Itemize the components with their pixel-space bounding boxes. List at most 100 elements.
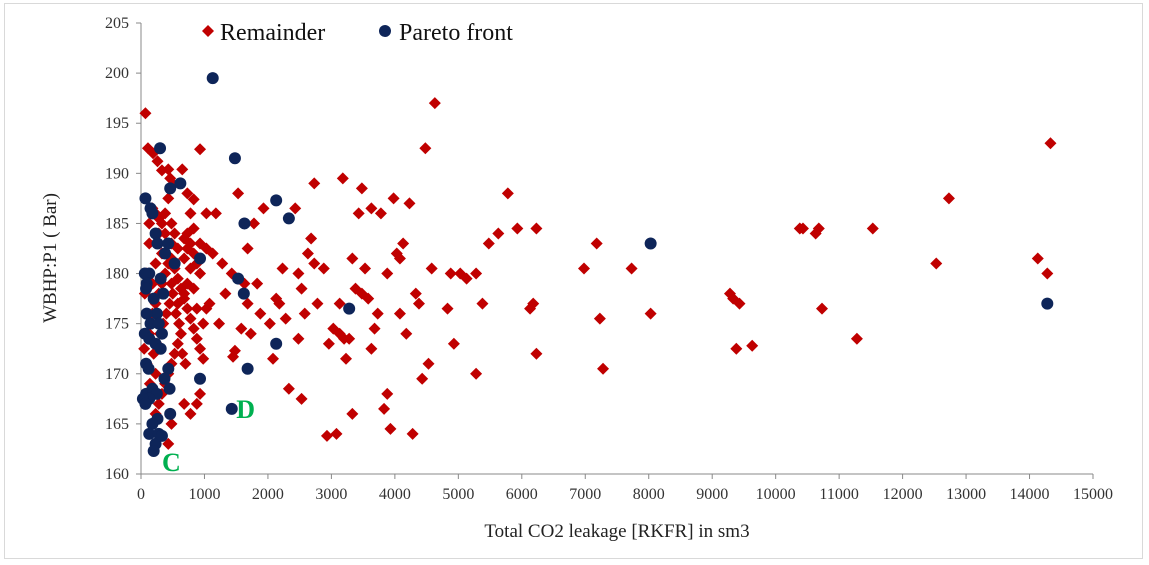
x-tick-label: 2000 (252, 486, 284, 503)
remainder-point (374, 207, 387, 220)
legend: Remainder Pareto front (202, 20, 513, 46)
x-tick-label: 10000 (756, 486, 796, 503)
pareto-point (140, 307, 153, 320)
remainder-point (746, 339, 759, 352)
pareto-point (1041, 297, 1054, 310)
pareto-point (149, 227, 162, 240)
remainder-point (152, 397, 165, 410)
remainder-point (320, 429, 333, 442)
remainder-point (282, 382, 295, 395)
remainder-point (381, 267, 394, 280)
remainder-point (381, 387, 394, 400)
pareto-point (158, 372, 171, 385)
remainder-point (930, 257, 943, 270)
remainder-point (368, 322, 381, 335)
y-tick-label: 180 (105, 266, 129, 283)
remainder-point (412, 297, 425, 310)
y-tick-label: 165 (105, 416, 129, 433)
remainder-point (359, 262, 372, 275)
remainder-point (235, 322, 248, 335)
remainder-point (355, 182, 368, 195)
remainder-point (378, 402, 391, 415)
pareto-point (174, 177, 187, 190)
remainder-point (159, 207, 172, 220)
x-tick-label: 6000 (506, 486, 538, 503)
pareto-point (146, 417, 159, 430)
pareto-point (147, 444, 160, 457)
legend-pareto-label: Pareto front (399, 20, 513, 46)
x-tick-label: 12000 (883, 486, 923, 503)
remainder-point (365, 202, 378, 215)
remainder-point (184, 407, 197, 420)
remainder-point (179, 357, 192, 370)
axes (136, 22, 1094, 479)
remainder-point (942, 192, 955, 205)
y-tick-labels: 160 165 170 175 180 185 190 195 200 205 (105, 15, 129, 483)
y-axis-title: WBHP:P1 ( Bar) (40, 193, 61, 323)
x-tick-label: 8000 (633, 486, 665, 503)
remainder-point (165, 217, 178, 230)
pareto-point (238, 217, 251, 230)
pareto-point (150, 307, 163, 320)
remainder-point (160, 307, 173, 320)
annotation-label: C (162, 448, 181, 477)
remainder-point (812, 222, 825, 235)
remainder-point (511, 222, 524, 235)
remainder-point (159, 227, 172, 240)
pareto-point (237, 287, 250, 300)
pareto-point (343, 302, 356, 315)
remainder-point (470, 267, 483, 280)
remainder-point (254, 307, 267, 320)
pareto-point (162, 237, 175, 250)
remainder-point (176, 163, 189, 176)
x-tick-label: 1000 (188, 486, 220, 503)
remainder-point (200, 207, 213, 220)
remainder-point (149, 257, 162, 270)
remainder-point (151, 155, 164, 168)
remainder-point (317, 262, 330, 275)
x-tick-label: 0 (137, 486, 145, 503)
remainder-point (184, 237, 197, 250)
remainder-point (171, 337, 184, 350)
remainder-point (178, 287, 191, 300)
remainder-point (400, 327, 413, 340)
remainder-point (425, 262, 438, 275)
remainder-point (866, 222, 879, 235)
remainder-point (419, 142, 432, 155)
x-axis-title: Total CO2 leakage [RKFR] in sm3 (484, 521, 749, 542)
remainder-point (163, 297, 176, 310)
remainder-point (181, 277, 194, 290)
remainder-point (1044, 137, 1057, 150)
remainder-point (501, 187, 514, 200)
remainder-point (143, 237, 156, 250)
pareto-point (225, 402, 238, 415)
remainder-point (470, 367, 483, 380)
pareto-point (144, 317, 157, 330)
remainder-point (267, 352, 280, 365)
remainder-point (387, 192, 400, 205)
legend-pareto-marker (379, 25, 391, 37)
remainder-point (384, 422, 397, 435)
remainder-point (162, 192, 175, 205)
remainder-point (194, 387, 207, 400)
remainder-point (241, 297, 254, 310)
remainder-point (1041, 267, 1054, 280)
remainder-point (346, 407, 359, 420)
remainder-point (393, 252, 406, 265)
remainder-point (403, 197, 416, 210)
remainder-point (138, 342, 151, 355)
pareto-point (163, 382, 176, 395)
pareto-point (164, 407, 177, 420)
remainder-point (216, 257, 229, 270)
x-tick-label: 4000 (379, 486, 411, 503)
remainder-point (209, 207, 222, 220)
remainder-point (227, 350, 240, 363)
remainder-point (219, 287, 232, 300)
pareto-point (241, 362, 254, 375)
remainder-point (444, 267, 457, 280)
remainder-point (530, 347, 543, 360)
remainder-point (184, 207, 197, 220)
remainder-point (292, 267, 305, 280)
y-tick-label: 175 (105, 316, 129, 333)
remainder-point (178, 252, 191, 265)
